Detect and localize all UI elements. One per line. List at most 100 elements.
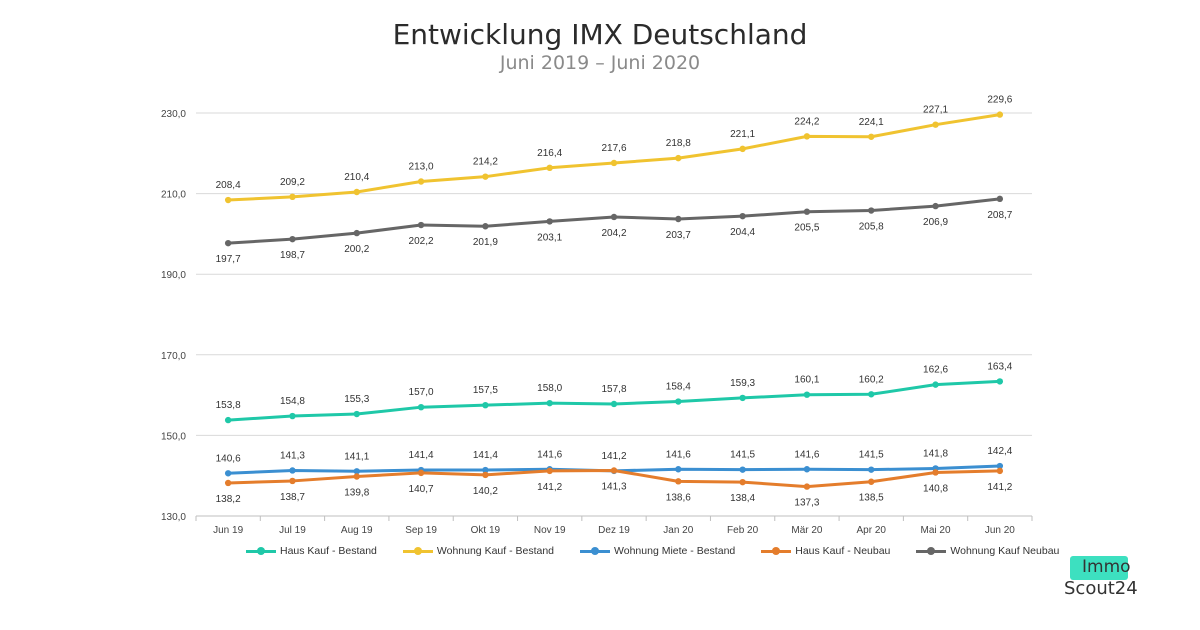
legend-swatch — [246, 546, 276, 556]
data-point — [353, 410, 360, 418]
data-label: 157,8 — [601, 384, 626, 395]
legend-swatch — [916, 546, 947, 556]
data-label: 203,7 — [666, 230, 691, 241]
x-tick-label: Mär 20 — [791, 525, 823, 536]
data-point — [289, 467, 296, 474]
data-label: 205,5 — [794, 223, 819, 234]
x-tick-label: Feb 20 — [727, 525, 759, 536]
data-label: 140,7 — [409, 484, 434, 495]
data-label: 141,6 — [794, 449, 819, 460]
data-label: 210,4 — [344, 172, 369, 183]
legend-label: Wohnung Miete - Bestand — [614, 545, 736, 557]
legend-item: Wohnung Kauf Neubau — [916, 545, 1059, 557]
legend-label: Haus Kauf - Bestand — [280, 545, 377, 557]
data-label: 138,5 — [859, 493, 884, 504]
data-label: 141,8 — [923, 448, 948, 459]
legend-swatch-marker — [927, 547, 936, 555]
data-label: 206,9 — [923, 217, 948, 228]
legend-swatch-marker — [413, 547, 422, 555]
y-tick-label: 230,0 — [161, 109, 186, 120]
y-tick-label: 190,0 — [161, 270, 186, 281]
legend-label: Haus Kauf - Neubau — [795, 545, 891, 557]
logo-text-immo: Immo — [1082, 557, 1131, 577]
data-point — [996, 378, 1004, 385]
x-tick-label: Okt 19 — [471, 525, 501, 536]
data-point — [417, 469, 425, 477]
data-label: 163,4 — [987, 361, 1012, 372]
data-point — [675, 478, 682, 485]
data-point — [482, 173, 489, 180]
data-label: 214,2 — [473, 157, 498, 168]
data-label: 141,1 — [344, 451, 369, 462]
y-tick-label: 170,0 — [161, 351, 186, 362]
data-label: 138,7 — [280, 492, 305, 503]
data-point — [868, 466, 875, 473]
x-tick-label: Jul 19 — [279, 525, 306, 536]
chart-subtitle: Juni 2019 – Juni 2020 — [499, 52, 701, 74]
x-tick-label: Nov 19 — [534, 525, 566, 536]
data-point — [353, 468, 360, 475]
data-label: 213,0 — [409, 162, 434, 173]
data-point — [546, 164, 553, 172]
data-label: 141,5 — [730, 450, 755, 461]
data-label: 157,0 — [409, 387, 434, 398]
data-label: 140,8 — [923, 483, 948, 494]
data-label: 138,2 — [216, 494, 241, 505]
data-label: 141,5 — [859, 450, 884, 461]
data-label: 139,8 — [344, 488, 369, 499]
x-tick-label: Dez 19 — [598, 525, 630, 536]
data-label: 201,9 — [473, 237, 498, 248]
data-point — [482, 471, 489, 479]
y-tick-label: 150,0 — [161, 431, 186, 442]
data-point — [289, 412, 296, 420]
data-label: 229,6 — [987, 95, 1012, 106]
data-label: 208,4 — [216, 180, 241, 191]
data-label: 140,6 — [216, 453, 241, 464]
data-label: 140,2 — [473, 486, 498, 497]
data-point — [417, 178, 425, 185]
data-point — [803, 483, 811, 490]
legend-item: Haus Kauf - Neubau — [761, 545, 890, 557]
data-point — [224, 416, 232, 424]
data-point — [482, 223, 489, 230]
data-point — [803, 391, 811, 398]
data-label: 159,3 — [730, 378, 755, 389]
data-point — [417, 221, 425, 229]
data-point — [739, 478, 746, 486]
data-label: 153,8 — [216, 400, 241, 411]
data-point — [868, 133, 875, 140]
chart-title: Entwicklung IMX Deutschland — [392, 18, 808, 51]
data-label: 141,3 — [280, 450, 305, 461]
data-label: 203,1 — [537, 232, 562, 243]
data-point — [546, 218, 553, 225]
data-point — [353, 229, 360, 237]
x-tick-label: Apr 20 — [856, 525, 886, 536]
x-tick-label: Aug 19 — [341, 525, 373, 536]
legend-label: Wohnung Kauf Neubau — [950, 545, 1060, 557]
data-point — [482, 401, 489, 409]
data-point — [417, 403, 425, 411]
data-point — [996, 111, 1004, 118]
data-label: 217,6 — [601, 143, 626, 154]
data-label: 138,4 — [730, 493, 755, 504]
legend-swatch — [761, 546, 792, 556]
data-label: 154,8 — [280, 396, 305, 407]
logo-badge: Immo — [1070, 556, 1131, 580]
data-label: 141,6 — [666, 449, 691, 460]
legend-item: Wohnung Kauf - Bestand — [402, 545, 555, 557]
data-point — [610, 213, 618, 221]
data-point — [610, 400, 618, 408]
data-point — [610, 467, 618, 474]
data-point — [996, 467, 1004, 475]
data-point — [353, 188, 360, 196]
data-point — [289, 193, 296, 201]
data-label: 162,6 — [923, 365, 948, 376]
data-point — [289, 235, 296, 243]
data-point — [224, 196, 232, 204]
data-point — [739, 145, 746, 153]
data-point — [224, 479, 232, 487]
data-label: 198,7 — [280, 250, 305, 261]
legend-label: Wohnung Kauf - Bestand — [436, 545, 555, 557]
x-tick-label: Jan 20 — [663, 525, 693, 536]
data-label: 202,2 — [409, 236, 434, 247]
